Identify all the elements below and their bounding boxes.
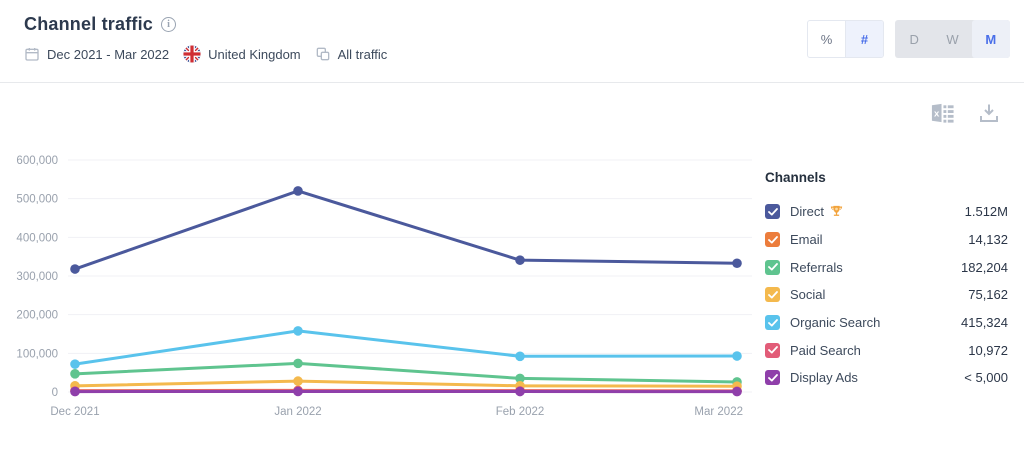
- data-point[interactable]: [732, 258, 742, 269]
- data-point[interactable]: [515, 255, 525, 265]
- legend-item-display-ads[interactable]: Display Ads < 5,000: [765, 364, 1008, 392]
- date-range-selector[interactable]: Dec 2021 - Mar 2022: [24, 46, 169, 62]
- channels-legend: Channels Direct 1.512M Email 14,132 Refe…: [765, 170, 1008, 392]
- data-point[interactable]: [70, 369, 80, 379]
- legend-item-referrals[interactable]: Referrals 182,204: [765, 253, 1008, 281]
- checkbox-social[interactable]: [765, 287, 780, 303]
- checkbox-referrals[interactable]: [765, 259, 780, 275]
- export-toolbar: x: [930, 101, 1001, 125]
- data-point[interactable]: [515, 373, 525, 384]
- daily-toggle-button[interactable]: D: [909, 31, 919, 47]
- data-point[interactable]: [293, 186, 303, 196]
- series-direct: [70, 186, 742, 274]
- data-point[interactable]: [293, 376, 303, 386]
- series-referrals: [70, 358, 742, 387]
- data-point[interactable]: [515, 386, 525, 397]
- y-axis-tick-label: 500,000: [16, 194, 58, 206]
- data-point[interactable]: [293, 326, 303, 336]
- y-axis-tick-label: 100,000: [16, 348, 58, 360]
- excel-icon: x: [931, 103, 954, 123]
- leader-trophy-icon: [829, 204, 844, 219]
- x-axis-tick-label: Mar 2022: [694, 406, 743, 418]
- traffic-filter-selector[interactable]: All traffic: [315, 46, 388, 62]
- page-title: Channel traffic: [24, 14, 154, 34]
- legend-item-social[interactable]: Social 75,162: [765, 281, 1008, 309]
- x-axis-tick-label: Jan 2022: [274, 406, 321, 418]
- checkbox-display-ads[interactable]: [765, 370, 780, 386]
- legend-title: Channels: [765, 170, 826, 185]
- traffic-chart[interactable]: 0 100,000 200,000 300,000 400,000 500,000 600,…: [0, 142, 760, 432]
- header: Channel traffic i Dec 2021 - Mar 2022: [24, 14, 387, 63]
- granularity-toggle: D W M: [895, 20, 1010, 58]
- y-axis-tick-label: 0: [52, 387, 58, 399]
- svg-text:x: x: [934, 108, 940, 119]
- uk-flag-icon: [183, 45, 201, 63]
- data-point[interactable]: [293, 358, 303, 369]
- legend-item-email[interactable]: Email 14,132: [765, 226, 1008, 254]
- series-display-ads: [70, 386, 742, 397]
- data-point[interactable]: [70, 386, 80, 397]
- download-button[interactable]: [977, 101, 1001, 125]
- info-icon[interactable]: i: [161, 17, 177, 32]
- unit-toggle: % #: [807, 20, 884, 58]
- x-axis-tick-label: Feb 2022: [496, 406, 545, 418]
- segments-icon: [315, 46, 331, 62]
- y-axis-tick-label: 400,000: [16, 232, 58, 244]
- chart-area: 0 100,000 200,000 300,000 400,000 500,000 600,…: [0, 142, 760, 437]
- data-point[interactable]: [515, 351, 525, 362]
- country-label: United Kingdom: [208, 46, 301, 62]
- checkbox-email[interactable]: [765, 232, 780, 248]
- y-axis-tick-label: 300,000: [16, 271, 58, 283]
- series-organic-search: [70, 326, 742, 369]
- percent-toggle-button[interactable]: %: [820, 31, 833, 47]
- monthly-toggle-button[interactable]: M: [971, 20, 1010, 58]
- checkbox-direct[interactable]: [765, 204, 780, 220]
- data-point[interactable]: [732, 386, 742, 397]
- traffic-filter-label: All traffic: [337, 46, 388, 62]
- date-range-label: Dec 2021 - Mar 2022: [47, 46, 170, 62]
- data-point[interactable]: [70, 264, 80, 274]
- x-axis-tick-label: Dec 2021: [50, 406, 99, 418]
- legend-item-organic-search[interactable]: Organic Search 415,324: [765, 309, 1008, 337]
- excel-export-button[interactable]: x: [930, 101, 955, 125]
- checkbox-paid-search[interactable]: [765, 342, 780, 358]
- data-point[interactable]: [293, 386, 303, 397]
- header-divider: [0, 82, 1024, 83]
- y-axis-tick-label: 200,000: [16, 310, 58, 322]
- data-point[interactable]: [732, 351, 742, 361]
- country-selector[interactable]: United Kingdom: [183, 45, 301, 63]
- data-point[interactable]: [70, 359, 80, 369]
- legend-item-paid-search[interactable]: Paid Search 10,972: [765, 336, 1008, 364]
- series-social: [70, 376, 742, 391]
- calendar-icon: [24, 46, 40, 62]
- weekly-toggle-button[interactable]: W: [946, 31, 959, 47]
- legend-item-direct[interactable]: Direct 1.512M: [765, 198, 1008, 226]
- checkbox-organic-search[interactable]: [765, 315, 780, 331]
- y-axis-tick-label: 600,000: [16, 155, 58, 167]
- download-icon: [980, 104, 998, 122]
- number-toggle-button[interactable]: #: [845, 21, 883, 57]
